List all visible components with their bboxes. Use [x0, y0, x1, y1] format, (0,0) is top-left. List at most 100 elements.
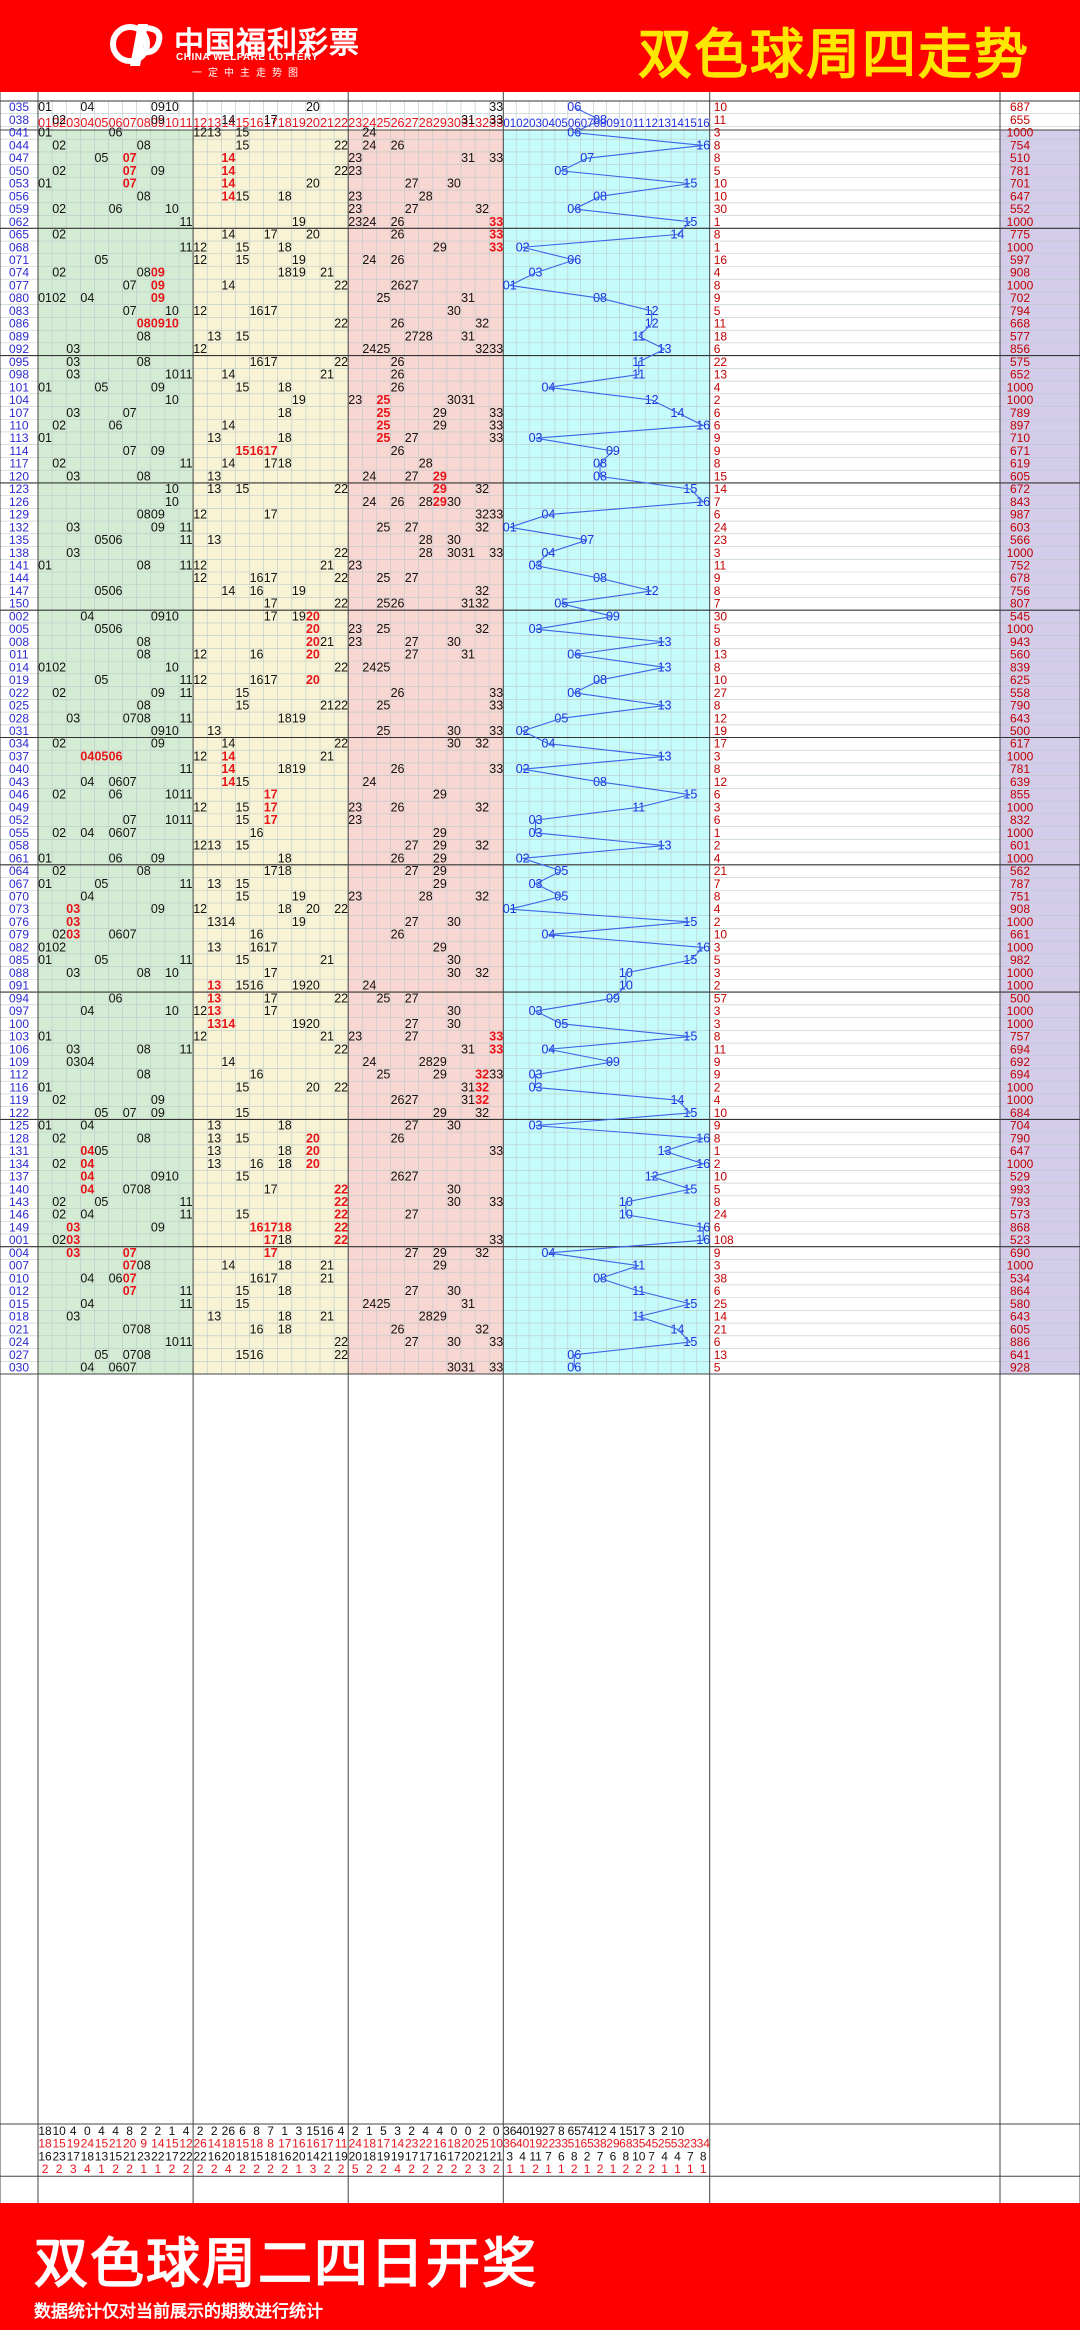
red-ball: 10	[165, 304, 179, 318]
red-ball: 07	[123, 164, 137, 178]
red-ball: 03	[66, 902, 80, 916]
red-ball: 16	[250, 1068, 264, 1082]
red-ball: 16	[250, 1322, 264, 1336]
value-b: 1000	[1007, 546, 1034, 560]
red-ball: 06	[109, 622, 123, 636]
summary-avg-miss-blue: 7	[648, 2149, 655, 2163]
red-ball: 28	[419, 1310, 433, 1324]
summary-avg-miss-red: 22	[193, 2149, 207, 2163]
red-ball: 18	[278, 457, 292, 471]
red-ball: 15	[235, 138, 249, 152]
summary-appear-red: 6	[239, 2124, 246, 2138]
red-ball: 32	[475, 520, 489, 534]
red-ball: 22	[334, 699, 348, 713]
red-ball: 17	[264, 813, 278, 827]
value-b: 790	[1010, 1131, 1030, 1145]
red-ball: 06	[109, 1361, 123, 1375]
red-ball: 13	[207, 469, 221, 483]
red-ball: 12	[193, 304, 207, 318]
red-ball: 23	[348, 151, 362, 165]
red-header-09: 09	[151, 116, 165, 130]
summary-max-miss-red: 24	[81, 2137, 95, 2151]
issue-number: 015	[9, 1297, 29, 1311]
red-ball: 21	[320, 559, 334, 573]
summary-avg-miss-red: 19	[334, 2149, 348, 2163]
red-ball: 25	[376, 520, 390, 534]
red-ball: 23	[348, 800, 362, 814]
red-ball: 15	[235, 979, 249, 993]
summary-max-hit-red: 2	[253, 2162, 260, 2176]
value-a: 8	[714, 278, 721, 292]
value-b: 1000	[1007, 1004, 1034, 1018]
value-a: 21	[714, 1322, 728, 1336]
value-b: 839	[1010, 660, 1030, 674]
red-ball: 31	[461, 1361, 475, 1375]
red-ball: 25	[376, 660, 390, 674]
red-ball: 13	[207, 126, 221, 140]
value-a: 2	[714, 393, 721, 407]
red-header-12: 12	[193, 116, 207, 130]
red-ball: 24	[362, 775, 376, 789]
value-a: 10	[714, 177, 728, 191]
red-ball: 17	[264, 673, 278, 687]
red-ball: 01	[38, 851, 52, 865]
summary-max-miss-blue: 33	[555, 2137, 569, 2151]
red-ball: 27	[405, 1017, 419, 1031]
red-ball: 30	[447, 737, 461, 751]
summary-appear-red: 2	[197, 2124, 204, 2138]
summary-max-hit-red: 2	[183, 2162, 190, 2176]
value-a: 13	[714, 368, 728, 382]
red-ball: 32	[475, 1106, 489, 1120]
red-ball: 23	[348, 215, 362, 229]
value-b: 897	[1010, 418, 1030, 432]
summary-avg-miss-red: 15	[250, 2149, 264, 2163]
issue-number: 012	[9, 1284, 29, 1298]
red-ball: 30	[447, 1017, 461, 1031]
summary-max-miss-red: 18	[363, 2137, 377, 2151]
red-ball: 28	[419, 189, 433, 203]
red-ball: 28	[419, 329, 433, 343]
red-ball: 22	[334, 902, 348, 916]
blue-trend-line	[507, 106, 706, 1368]
red-ball: 04	[80, 1119, 94, 1133]
summary-avg-miss-red: 21	[490, 2149, 504, 2163]
issue-number: 103	[9, 1030, 29, 1044]
value-b: 575	[1010, 355, 1030, 369]
red-ball: 29	[433, 851, 447, 865]
red-ball: 18	[278, 762, 292, 776]
value-a: 4	[714, 266, 721, 280]
value-a: 14	[714, 1310, 728, 1324]
red-ball: 33	[489, 406, 503, 420]
red-ball: 11	[180, 686, 193, 700]
red-ball: 33	[489, 1042, 503, 1056]
red-header-15: 15	[235, 116, 249, 130]
red-ball: 32	[475, 622, 489, 636]
red-ball: 04	[80, 1004, 94, 1018]
red-ball: 03	[66, 355, 80, 369]
summary-appear-red: 2	[211, 2124, 218, 2138]
summary-appear-red: 16	[320, 2124, 334, 2138]
issue-number: 053	[9, 177, 29, 191]
red-ball: 04	[80, 889, 94, 903]
red-ball: 26	[391, 762, 405, 776]
red-ball: 30	[447, 1284, 461, 1298]
summary-max-hit-red: 2	[112, 2162, 119, 2176]
value-b: 1000	[1007, 851, 1034, 865]
red-ball: 33	[489, 1068, 503, 1082]
value-a: 6	[714, 342, 721, 356]
summary-max-hit-blue: 1	[687, 2162, 694, 2176]
summary-max-hit-red: 2	[42, 2162, 49, 2176]
blue-header-12: 12	[645, 118, 658, 130]
blue-header-07: 07	[581, 118, 594, 130]
red-ball: 03	[66, 520, 80, 534]
red-ball: 16	[250, 304, 264, 318]
red-header-18: 18	[278, 116, 292, 130]
red-ball: 02	[52, 1195, 66, 1209]
red-ball: 11	[180, 1284, 193, 1298]
summary-appear-blue: 3	[648, 2124, 655, 2138]
red-ball: 09	[151, 164, 165, 178]
summary-max-miss-blue: 51	[568, 2137, 582, 2151]
issue-number: 095	[9, 355, 29, 369]
zone-2-bg	[193, 130, 349, 1374]
value-b: 775	[1010, 228, 1030, 242]
